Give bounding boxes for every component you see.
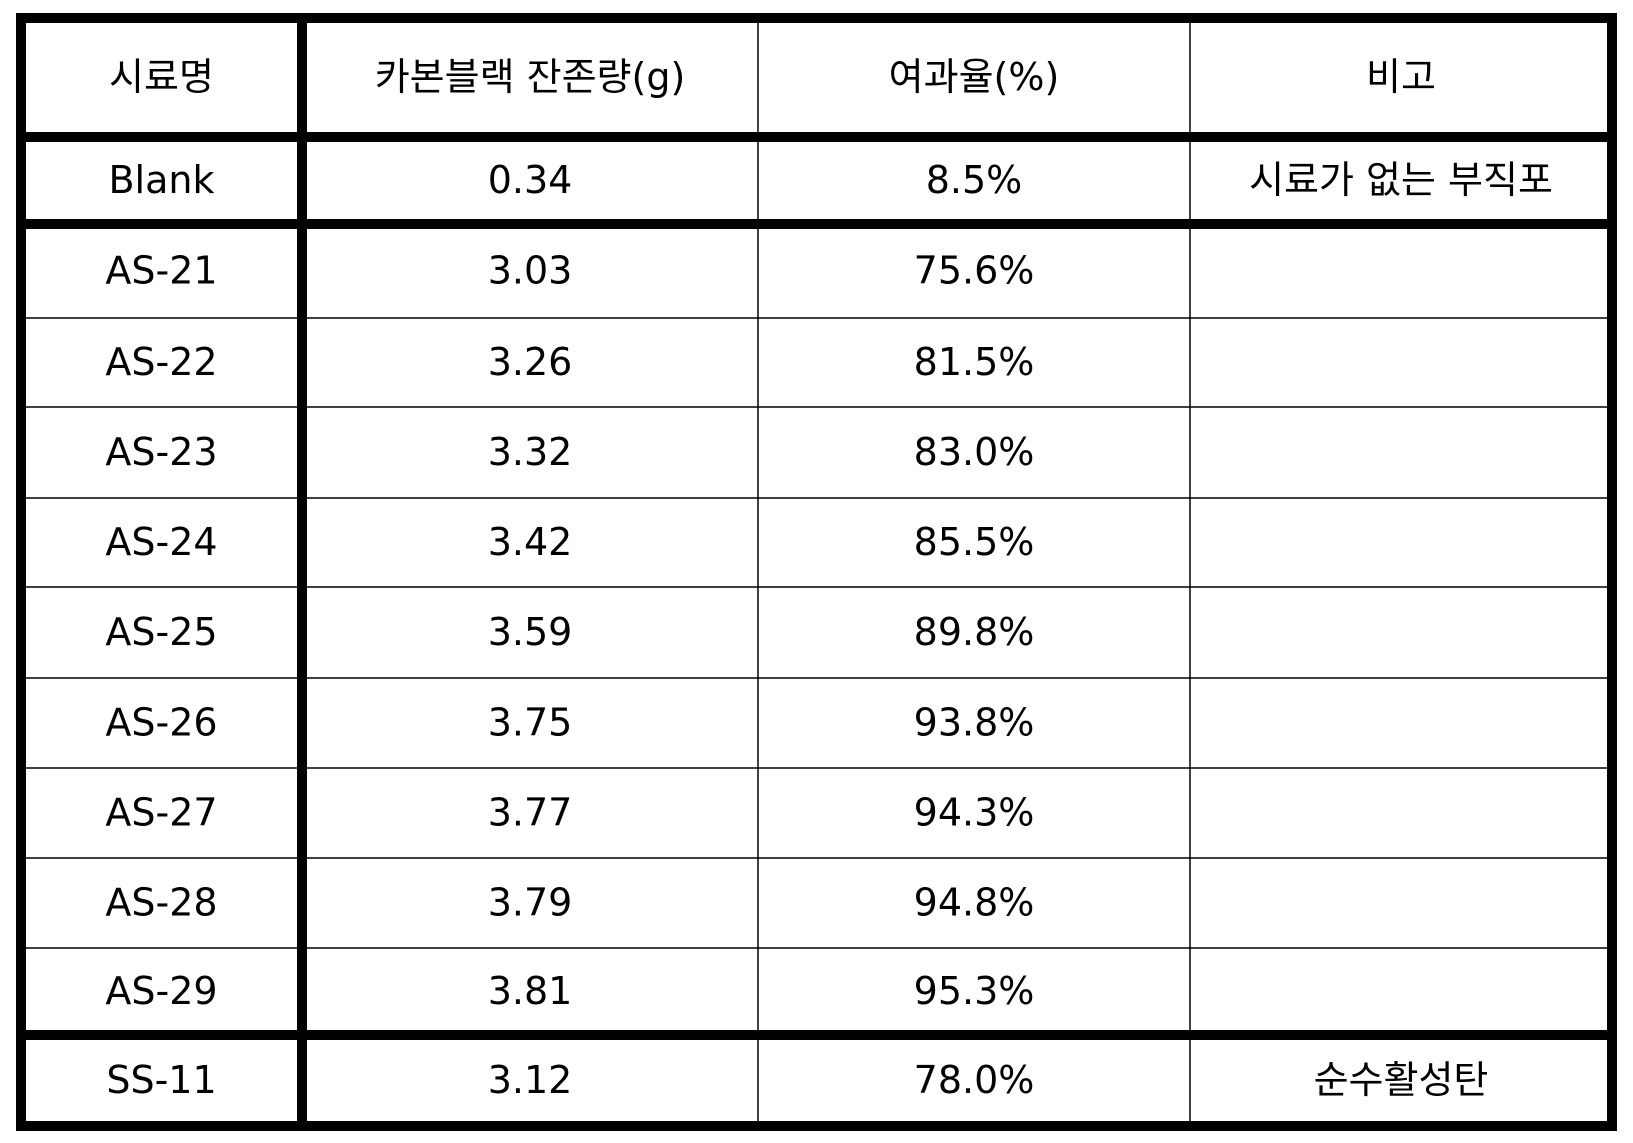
header-cell: 비고 [1366, 55, 1436, 99]
cell: 3.75 [488, 701, 573, 745]
cell: 78.0% [914, 1058, 1035, 1102]
cell: 3.12 [488, 1058, 573, 1102]
cell: Blank [108, 158, 214, 202]
cell: 3.81 [488, 969, 573, 1013]
cell: 95.3% [914, 969, 1035, 1013]
cell: 3.77 [488, 791, 573, 835]
cell: 8.5% [926, 158, 1023, 202]
cell: 3.79 [488, 881, 573, 925]
cell: 순수활성탄 [1314, 1058, 1489, 1102]
cell: 3.03 [488, 249, 573, 293]
cell: 83.0% [914, 430, 1035, 474]
cell: 3.42 [488, 520, 573, 564]
cell: 89.8% [914, 610, 1035, 654]
cell: 93.8% [914, 701, 1035, 745]
header-cell: 여과율(%) [889, 55, 1060, 99]
cell: 94.3% [914, 791, 1035, 835]
cell: 75.6% [914, 249, 1035, 293]
cell: AS-27 [105, 791, 217, 835]
cell: AS-21 [105, 249, 217, 293]
cell: AS-23 [105, 430, 217, 474]
cell: AS-28 [105, 881, 217, 925]
cell: 3.59 [488, 610, 573, 654]
cell: AS-24 [105, 520, 217, 564]
header-cell: 카본블랙 잔존량(g) [375, 55, 686, 99]
cell: AS-29 [105, 969, 217, 1013]
cell: 0.34 [488, 158, 573, 202]
cell: 시료가 없는 부직포 [1249, 158, 1553, 202]
header-cell: 시료명 [109, 55, 214, 99]
cell: AS-25 [105, 610, 217, 654]
cell: AS-22 [105, 340, 217, 384]
cell: 94.8% [914, 881, 1035, 925]
cell: 3.32 [488, 430, 573, 474]
cell: 81.5% [914, 340, 1035, 384]
cell: 3.26 [488, 340, 573, 384]
cell: SS-11 [106, 1058, 216, 1102]
cell: 85.5% [914, 520, 1035, 564]
cell: AS-26 [105, 701, 217, 745]
